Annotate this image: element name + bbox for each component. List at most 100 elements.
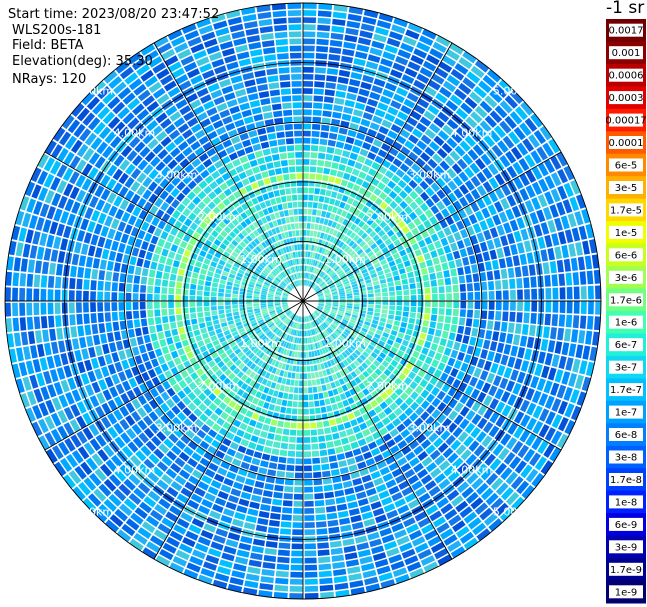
heatmap-cell	[346, 293, 353, 297]
heatmap-cell	[438, 308, 445, 315]
heatmap-cell	[260, 305, 267, 308]
heatmap-cell	[402, 284, 409, 290]
heatmap-cell	[483, 408, 494, 420]
heatmap-cell	[473, 444, 485, 457]
heatmap-cell	[456, 481, 470, 493]
heatmap-cell	[226, 316, 233, 322]
heatmap-cell	[176, 314, 183, 321]
heatmap-cell	[249, 206, 257, 214]
heatmap-cell	[197, 190, 207, 200]
heatmap-cell	[278, 312, 284, 317]
heatmap-cell	[484, 115, 497, 128]
heatmap-cell	[113, 154, 125, 167]
heatmap-cell	[410, 391, 419, 400]
heatmap-cell	[473, 367, 482, 378]
heatmap-cell	[37, 170, 48, 185]
heatmap-cell	[125, 415, 136, 427]
heatmap-cell	[350, 441, 359, 450]
heatmap-cell	[270, 96, 281, 104]
heatmap-cell	[323, 103, 333, 111]
heatmap-cell	[253, 428, 261, 436]
heatmap-cell	[269, 176, 277, 183]
heatmap-cell	[464, 135, 476, 147]
heatmap-cell	[276, 398, 282, 406]
heatmap-cell	[163, 223, 173, 233]
heatmap-cell	[371, 276, 379, 282]
heatmap-cell	[270, 236, 276, 243]
heatmap-cell	[209, 113, 221, 123]
heatmap-cell	[419, 35, 434, 46]
heatmap-cell	[311, 138, 319, 145]
heatmap-cell	[280, 521, 292, 528]
heatmap-cell	[345, 312, 351, 317]
heatmap-cell	[32, 359, 42, 373]
heatmap-cell	[315, 327, 320, 334]
heatmap-cell	[124, 177, 135, 189]
heatmap-cell	[121, 359, 130, 370]
heatmap-cell	[524, 289, 530, 300]
heatmap-cell	[303, 366, 307, 372]
heatmap-cell	[337, 285, 344, 290]
heatmap-cell	[314, 335, 319, 342]
heatmap-cell	[272, 252, 278, 259]
heatmap-cell	[147, 224, 156, 234]
heatmap-cell	[325, 434, 333, 441]
heatmap-cell	[254, 310, 261, 314]
heatmap-cell	[246, 235, 253, 242]
heatmap-cell	[531, 197, 541, 210]
heatmap-cell	[90, 291, 96, 301]
heatmap-cell	[393, 275, 400, 281]
heatmap-cell	[308, 315, 312, 321]
heatmap-cell	[537, 236, 546, 249]
heatmap-cell	[457, 462, 469, 474]
heatmap-cell	[380, 259, 387, 266]
heatmap-cell	[465, 453, 477, 466]
heatmap-cell	[371, 85, 383, 94]
heatmap-cell	[46, 206, 56, 220]
heatmap-cell	[397, 504, 410, 515]
heatmap-cell	[140, 445, 152, 457]
heatmap-cell	[168, 343, 176, 352]
heatmap-cell	[320, 377, 325, 385]
heatmap-cell	[394, 498, 407, 508]
heatmap-cell	[503, 301, 509, 311]
heatmap-cell	[347, 397, 355, 405]
heatmap-cell	[318, 279, 323, 285]
heatmap-cell	[325, 295, 331, 298]
heatmap-cell	[315, 288, 321, 293]
heatmap-cell	[332, 155, 341, 163]
heatmap-cell	[329, 169, 338, 176]
heatmap-cell	[128, 377, 138, 388]
heatmap-cell	[157, 149, 169, 160]
heatmap-cell	[115, 340, 124, 351]
heatmap-cell	[299, 230, 303, 236]
heatmap-cell	[294, 329, 297, 336]
heatmap-cell	[334, 214, 340, 222]
heatmap-cell	[26, 316, 34, 330]
heatmap-cell	[316, 45, 329, 53]
heatmap-cell	[387, 130, 398, 140]
heatmap-cell	[226, 471, 237, 480]
heatmap-cell	[350, 362, 357, 370]
heatmap-cell	[341, 333, 348, 339]
heatmap-cell	[117, 87, 132, 100]
heatmap-cell	[385, 170, 394, 179]
heatmap-cell	[279, 370, 285, 377]
heatmap-cell	[290, 223, 295, 230]
heatmap-cell	[268, 426, 277, 433]
heatmap-cell	[228, 129, 238, 138]
heatmap-cell	[281, 95, 292, 102]
heatmap-cell	[307, 344, 311, 351]
heatmap-cell	[339, 361, 346, 369]
heatmap-cell	[551, 354, 560, 368]
heatmap-cell	[94, 247, 103, 258]
heatmap-cell	[173, 428, 184, 439]
heatmap-cell	[332, 295, 339, 298]
heatmap-cell	[228, 400, 237, 409]
heatmap-cell	[97, 312, 104, 323]
heatmap-cell	[180, 354, 188, 363]
heatmap-cell	[274, 31, 288, 39]
heatmap-cell	[278, 145, 287, 153]
heatmap-cell	[40, 386, 50, 401]
heatmap-cell	[326, 405, 333, 412]
